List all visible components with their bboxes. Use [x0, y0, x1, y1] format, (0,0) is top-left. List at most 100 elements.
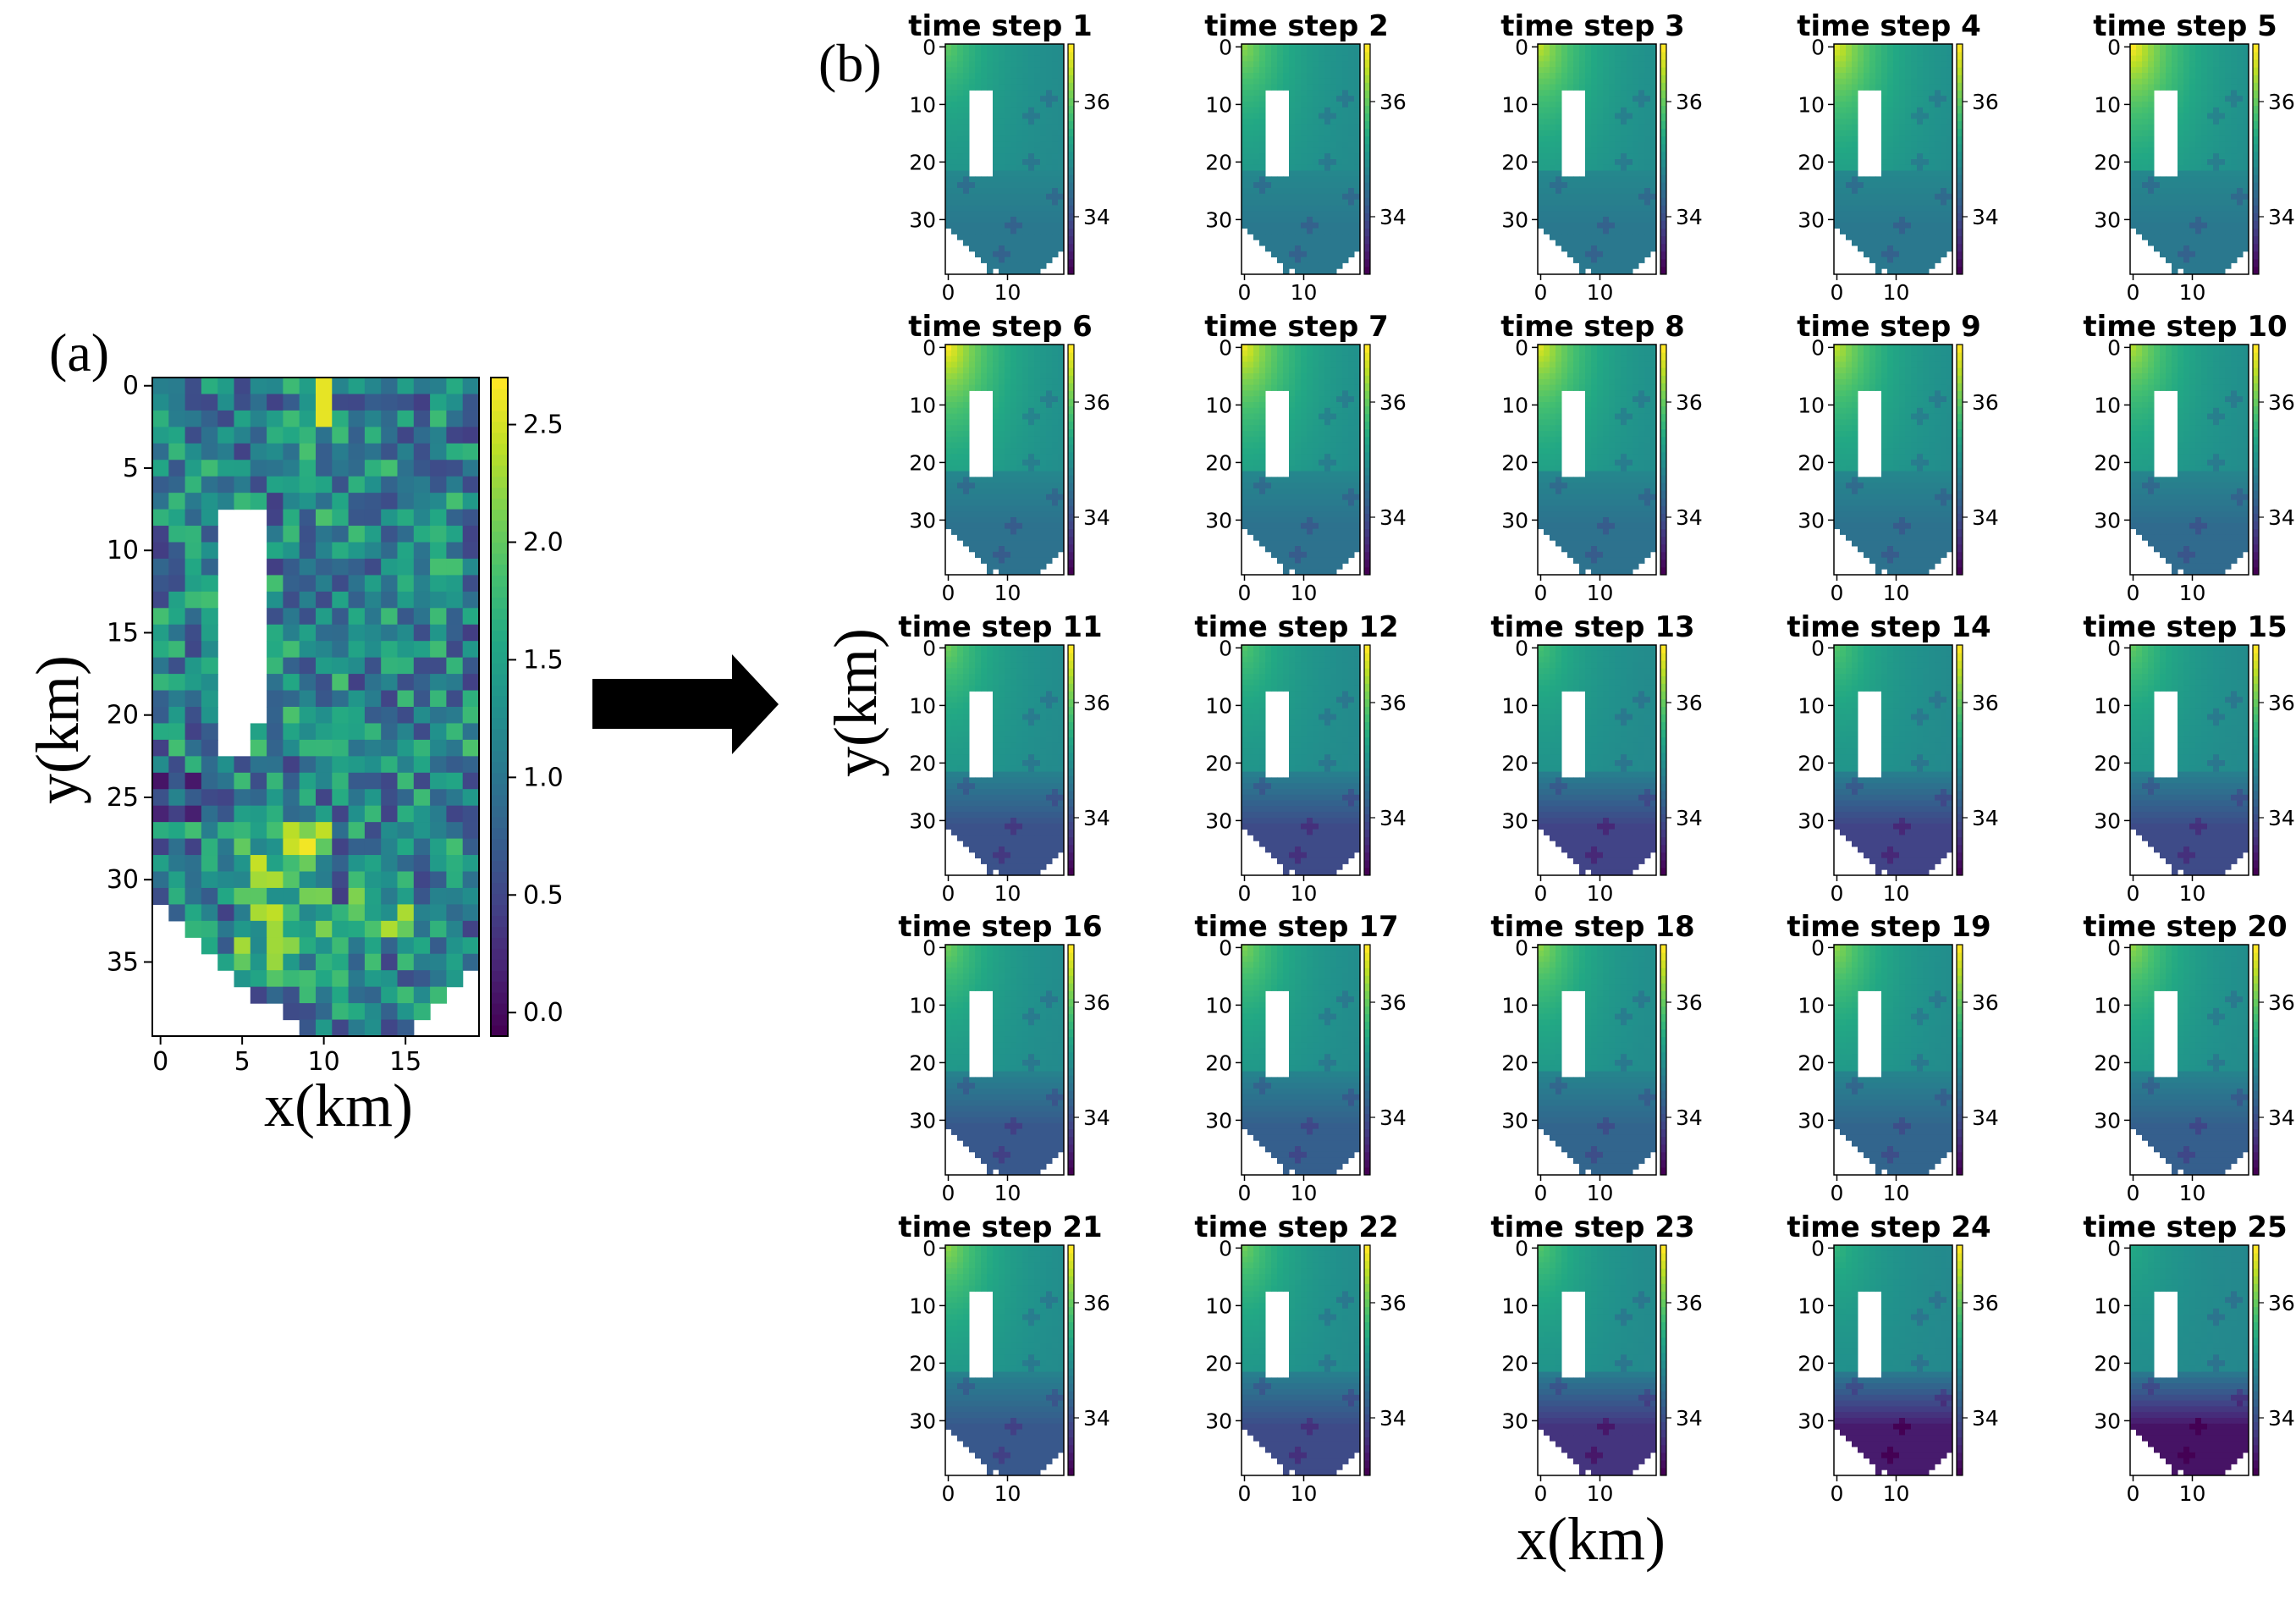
heatmap-cell: [2243, 228, 2249, 234]
heatmap-cell: [1242, 176, 1248, 183]
heatmap-cell: [2213, 217, 2220, 223]
heatmap-cell: [1597, 84, 1604, 91]
heatmap-cell: [397, 542, 415, 560]
heatmap-cell: [1834, 124, 1841, 131]
heatmap-cell: [951, 73, 958, 80]
heatmap-cell: [1627, 113, 1633, 119]
heatmap-cell: [397, 558, 415, 576]
heatmap-cell: [945, 465, 952, 472]
heatmap-cell: [2189, 119, 2196, 125]
heatmap-cell: [1840, 228, 1847, 234]
heatmap-cell: [1615, 222, 1622, 229]
heatmap-cell: [987, 240, 994, 246]
heatmap-cell: [1016, 107, 1023, 114]
heatmap-cell: [2178, 113, 2184, 119]
heatmap-cell: [1650, 124, 1657, 131]
heatmap-cell: [1644, 164, 1651, 172]
heatmap-cell: [1271, 228, 1278, 234]
heatmap-cell: [1046, 84, 1053, 91]
y-tick-label: 5: [123, 454, 139, 483]
heatmap-cell: [951, 90, 958, 96]
heatmap-cell: [2178, 211, 2184, 218]
heatmap-cell: [1295, 205, 1302, 212]
heatmap-cell: [1538, 170, 1544, 177]
heatmap-cell: [1277, 182, 1284, 189]
colorbar-segment: [1068, 205, 1074, 213]
heatmap-cell: [975, 211, 982, 218]
heatmap-cell: [1028, 119, 1035, 125]
heatmap-cell: [1016, 159, 1023, 166]
heatmap-cell: [1633, 153, 1639, 160]
heatmap-cell: [1289, 130, 1296, 137]
heatmap-cell: [1615, 188, 1622, 195]
heatmap-cell: [1881, 217, 1888, 223]
heatmap-cell: [2142, 193, 2149, 201]
heatmap-cell: [945, 378, 952, 386]
heatmap-cell: [1946, 217, 1953, 223]
colorbar-segment: [491, 849, 508, 862]
heatmap-cell: [364, 558, 382, 576]
heatmap-cell: [1289, 193, 1296, 201]
heatmap-cell: [2201, 61, 2208, 68]
heatmap-cell: [1348, 245, 1355, 252]
colorbar-segment: [491, 498, 508, 510]
heatmap-cell: [945, 442, 952, 449]
heatmap-cell: [1603, 96, 1610, 102]
heatmap-cell: [1644, 153, 1651, 160]
heatmap-cell: [1609, 141, 1616, 148]
heatmap-cell: [1941, 96, 1947, 102]
heatmap-cell: [1899, 176, 1906, 183]
heatmap-cell: [1621, 96, 1627, 102]
heatmap-cell: [1016, 465, 1023, 472]
heatmap-cell: [1887, 228, 1894, 234]
heatmap-cell: [1028, 90, 1035, 96]
heatmap-cell: [1633, 211, 1639, 218]
heatmap-cell: [1573, 44, 1580, 51]
heatmap-cell: [1058, 147, 1065, 154]
heatmap-cell: [999, 188, 1005, 195]
heatmap-cell: [2219, 113, 2226, 119]
heatmap-cell: [2166, 217, 2172, 223]
colorbar-segment: [1364, 212, 1370, 222]
heatmap-cell: [2136, 153, 2143, 160]
heatmap-cell: [1899, 211, 1906, 218]
heatmap-cell: [1289, 147, 1296, 154]
heatmap-cell: [1923, 262, 1930, 269]
heatmap-cell: [999, 373, 1005, 380]
heatmap-cell: [1650, 49, 1657, 57]
heatmap-cell: [2166, 234, 2172, 240]
heatmap-cell: [1046, 102, 1053, 108]
heatmap-cell: [1307, 78, 1313, 85]
heatmap-cell: [2225, 164, 2232, 172]
heatmap-cell: [1271, 73, 1278, 80]
heatmap-cell: [1348, 141, 1355, 148]
colorbar-segment: [491, 399, 508, 411]
heatmap-cell: [1295, 176, 1302, 183]
heatmap-cell: [951, 465, 958, 472]
heatmap-cell: [1893, 61, 1900, 68]
heatmap-cell: [2148, 90, 2155, 96]
heatmap-cell: [1905, 245, 1912, 252]
heatmap-cell: [2130, 217, 2137, 223]
heatmap-cell: [1336, 141, 1343, 148]
heatmap-cell: [1313, 256, 1319, 263]
heatmap-cell: [1869, 84, 1876, 91]
heatmap-cell: [1052, 90, 1059, 96]
heatmap-cell: [2160, 44, 2167, 51]
heatmap-cell: [1301, 73, 1308, 80]
heatmap-cell: [1899, 234, 1906, 240]
heatmap-cell: [413, 476, 431, 493]
heatmap-cell: [1840, 211, 1847, 218]
heatmap-cell: [1259, 90, 1266, 96]
heatmap-cell: [1852, 67, 1858, 74]
heatmap-cell: [969, 211, 976, 218]
heatmap-cell: [1538, 130, 1544, 137]
heatmap-cell: [1905, 268, 1912, 275]
colorbar-segment: [1364, 258, 1370, 267]
heatmap-cell: [2219, 96, 2226, 102]
heatmap-cell: [1336, 61, 1343, 68]
heatmap-cell: [1609, 153, 1616, 160]
heatmap-cell: [969, 234, 976, 240]
heatmap-cell: [2219, 107, 2226, 114]
heatmap-cell: [2160, 182, 2167, 189]
